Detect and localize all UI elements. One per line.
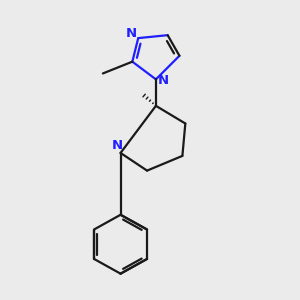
Text: N: N [112, 139, 123, 152]
Text: N: N [158, 74, 169, 87]
Text: N: N [125, 27, 136, 40]
